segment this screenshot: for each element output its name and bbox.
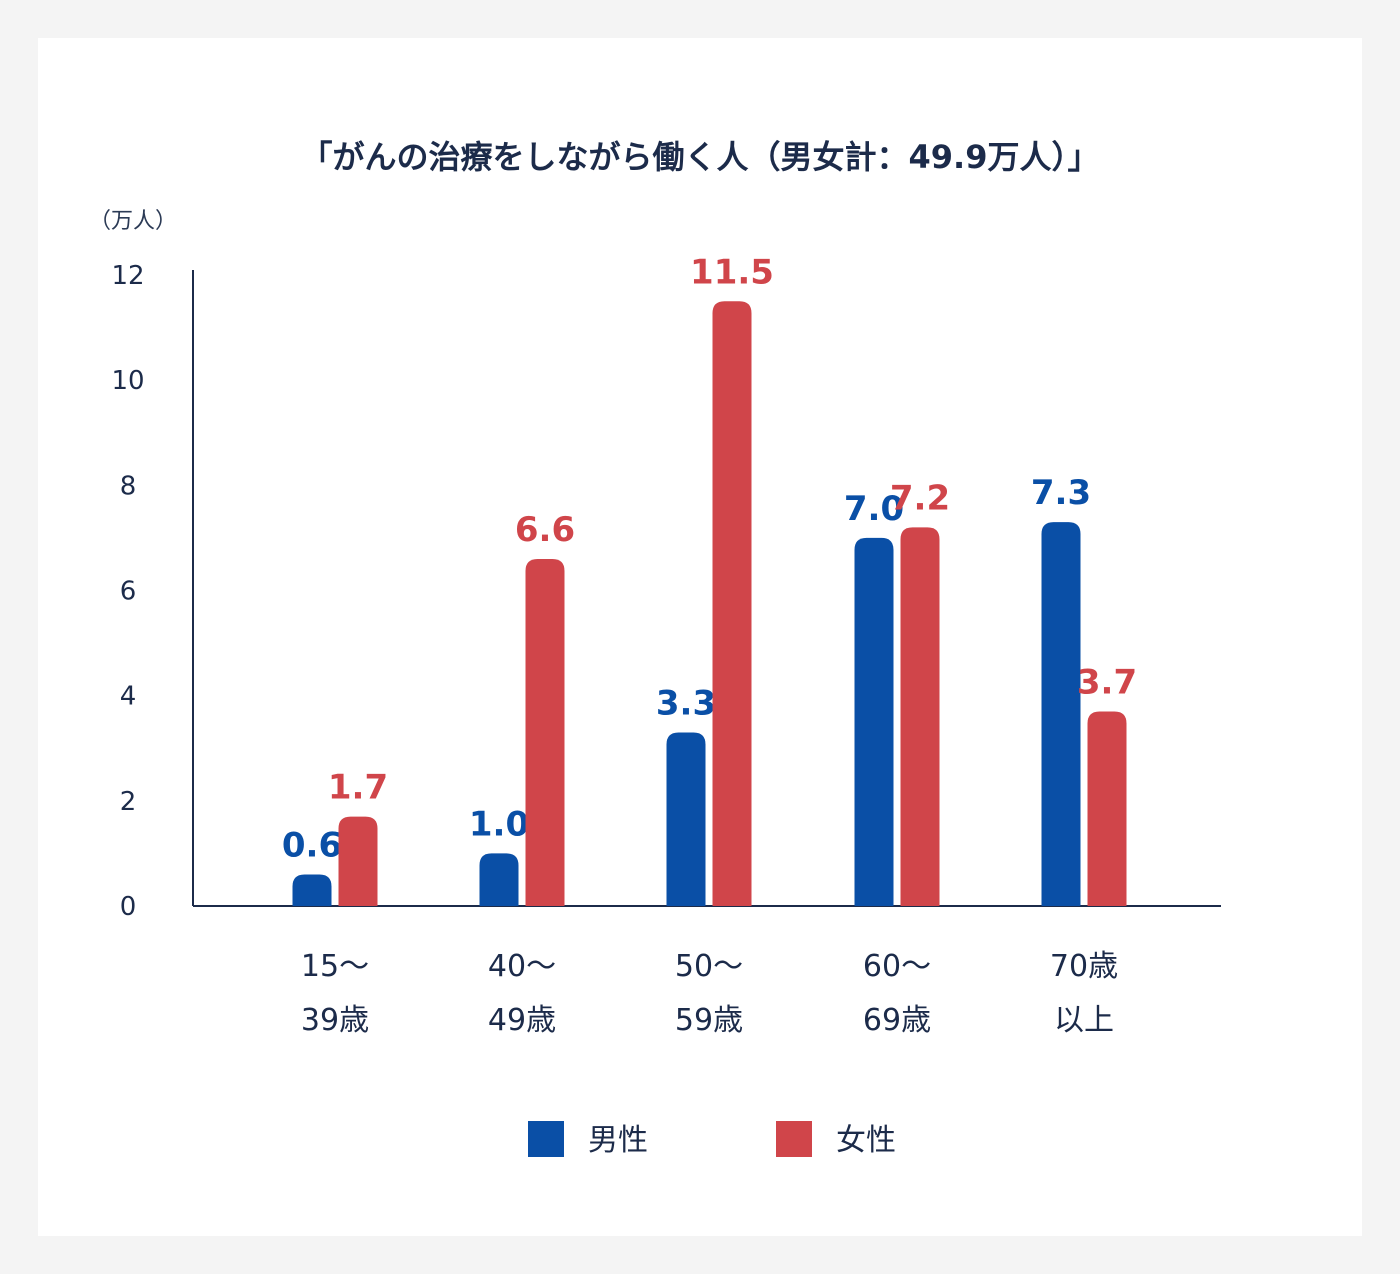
bar-male-4 <box>1041 522 1081 906</box>
x-category-label: 40～ <box>488 949 556 984</box>
data-label-male-2: 3.3 <box>656 683 716 723</box>
data-label-male-4: 7.3 <box>1031 473 1091 513</box>
x-category-label: 15～ <box>301 949 369 984</box>
bar-male-0 <box>292 874 332 906</box>
data-label-female-1: 6.6 <box>515 510 575 550</box>
y-tick-label: 4 <box>120 682 137 712</box>
bar-male-2 <box>666 732 706 906</box>
legend-swatch-male <box>528 1121 564 1157</box>
data-label-female-3: 7.2 <box>890 478 950 518</box>
x-category-label: 49歳 <box>488 1003 556 1038</box>
x-category-label: 69歳 <box>863 1003 931 1038</box>
bar-female-0 <box>338 816 378 906</box>
chart-card: 「がんの治療をしながら働く人（男女計：49.9万人）」 （万人） 0 2 4 6 8 10… <box>38 38 1362 1236</box>
chart-title: 「がんの治療をしながら働く人（男女計：49.9万人）」 <box>301 138 1100 176</box>
bar-male-1 <box>479 853 519 906</box>
x-category-label: 60～ <box>863 949 931 984</box>
plot-area: 0 2 4 6 8 10 12 0.6 1.7 15～ 39歳 1.0 6.6 40～ 49歳 3.3 11.5… <box>111 252 1221 1038</box>
x-category-label: 39歳 <box>301 1003 369 1038</box>
data-label-male-3: 7.0 <box>844 489 904 529</box>
bar-male-3 <box>854 537 894 906</box>
legend-label-female: 女性 <box>836 1123 896 1158</box>
legend-label-male: 男性 <box>588 1123 648 1158</box>
bar-female-1 <box>525 558 565 906</box>
data-label-male-1: 1.0 <box>469 804 529 844</box>
data-label-female-4: 3.7 <box>1077 662 1137 702</box>
data-label-female-2: 11.5 <box>690 252 774 292</box>
bar-female-4 <box>1087 711 1127 906</box>
bar-chart: 「がんの治療をしながら働く人（男女計：49.9万人）」 （万人） 0 2 4 6 8 10… <box>89 138 1221 1158</box>
y-tick-label: 2 <box>120 787 137 817</box>
y-tick-label: 8 <box>120 471 137 501</box>
x-category-label: 59歳 <box>675 1003 743 1038</box>
y-tick-label: 6 <box>120 577 137 607</box>
x-category-label: 以上 <box>1054 1003 1114 1038</box>
legend: 男性 女性 <box>528 1121 896 1158</box>
x-category-label: 50～ <box>675 949 743 984</box>
y-axis-unit: （万人） <box>89 209 177 234</box>
bar-female-2 <box>712 301 752 907</box>
x-category-label: 70歳 <box>1050 949 1118 984</box>
y-tick-label: 0 <box>120 892 137 922</box>
y-tick-label: 10 <box>111 366 144 396</box>
legend-swatch-female <box>776 1121 812 1157</box>
data-label-male-0: 0.6 <box>282 825 342 865</box>
data-label-female-0: 1.7 <box>328 768 388 808</box>
bar-female-3 <box>900 527 940 906</box>
y-tick-label: 12 <box>111 261 144 291</box>
